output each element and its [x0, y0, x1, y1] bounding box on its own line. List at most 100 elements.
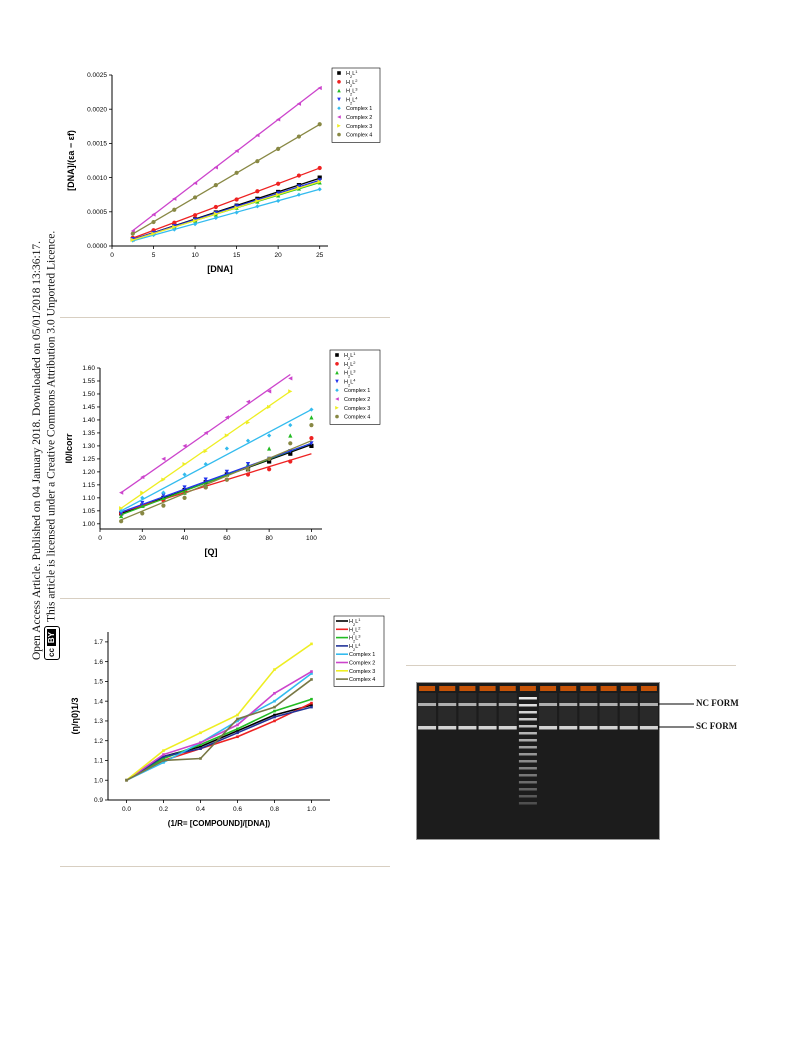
ladder-band: [518, 697, 537, 700]
data-point-h2l4: [234, 204, 239, 209]
data-point-complex-4: [276, 146, 281, 151]
lane-label-mark: [540, 686, 557, 691]
data-point-complex-3: [172, 224, 177, 229]
data-point-h2l1: [267, 459, 272, 464]
y-axis-label: [DNA]/(εa − εf): [66, 130, 76, 191]
x-tick-label: 0.4: [196, 806, 205, 813]
legend-label-complex-1: Complex 1: [346, 106, 372, 112]
fit-line-complex-1: [132, 188, 320, 242]
data-point-h2l3: [161, 495, 166, 500]
data-point-h2l3: [119, 513, 124, 519]
nc-band: [539, 703, 558, 706]
sc-form-label: SC FORM: [696, 721, 738, 731]
by-badge-text: BY: [47, 628, 56, 647]
data-point-h2l3: [310, 697, 313, 701]
sc-band: [619, 726, 638, 730]
data-point-h2l3: [267, 446, 272, 451]
data-point-h2l4: [182, 485, 187, 490]
legend-marker-complex-3: [337, 124, 341, 128]
legend-label-h2l4: H2L4: [349, 641, 361, 651]
legend-label-h2l1: H2L1: [349, 617, 361, 627]
gel-lane-1: [418, 686, 437, 730]
lane-smear: [599, 693, 618, 729]
legend-label-complex-4: Complex 4: [349, 677, 375, 683]
legend-label-h2l4: H2L4: [346, 95, 358, 105]
nc-band: [559, 703, 578, 706]
x-tick-label: 0.2: [159, 806, 168, 813]
gel-bands: [418, 686, 658, 805]
data-point-h2l3: [309, 415, 314, 420]
y-axis-label: I0/Icorr: [64, 433, 74, 464]
legend-marker-h2l3: [335, 370, 339, 375]
data-point-complex-4: [172, 207, 177, 212]
data-point-h2l2: [309, 436, 314, 441]
data-point-h2l2: [234, 197, 239, 202]
y-tick-label: 0.0020: [87, 106, 107, 113]
legend-label-h2l3: H2L3: [349, 633, 361, 643]
y-tick-label: 1.4: [94, 698, 103, 705]
fit-line-complex-3: [120, 390, 291, 509]
x-tick-label: 0: [110, 252, 114, 259]
x-tick-label: 0.6: [233, 806, 242, 813]
cc-badge-text: cc: [47, 648, 56, 657]
data-point-h2l3: [199, 743, 202, 746]
nc-band: [639, 703, 658, 706]
data-point-complex-2: [119, 490, 124, 495]
data-point-h2l1: [288, 451, 293, 456]
cc-by-badge[interactable]: ccBY: [44, 625, 60, 660]
data-point-complex-4: [140, 511, 145, 516]
legend-label-h2l4: H2L4: [344, 377, 356, 387]
legend-label-complex-2: Complex 2: [344, 397, 370, 403]
lane-smear: [619, 693, 638, 729]
lane-smear: [498, 693, 517, 729]
nc-band: [438, 703, 457, 706]
data-point-h2l3: [288, 433, 293, 438]
data-point-complex-3: [161, 477, 166, 482]
nc-band: [599, 703, 618, 706]
data-point-complex-1: [234, 210, 239, 215]
divider-1: [60, 317, 390, 318]
x-tick-label: 25: [316, 252, 324, 259]
data-point-complex-4: [309, 423, 314, 428]
gel-lane-4: [478, 686, 497, 730]
data-point-complex-2: [273, 691, 276, 695]
data-point-complex-4: [192, 195, 198, 200]
legend-label-h2l1: H2L1: [346, 69, 358, 79]
x-tick-label: 5: [152, 252, 156, 259]
data-point-complex-2: [182, 443, 187, 449]
ladder-band: [518, 718, 537, 721]
legend-marker-h2l2: [337, 80, 341, 84]
legend-marker-complex-1: [337, 106, 341, 110]
y-tick-label: 1.15: [82, 482, 95, 489]
legend-label-complex-3: Complex 3: [346, 124, 372, 130]
data-point-complex-2: [234, 148, 239, 154]
series-line-complex-1: [126, 672, 312, 781]
data-point-complex-4: [224, 477, 229, 482]
data-point-h2l2: [296, 173, 302, 178]
y-tick-label: 0.0015: [87, 141, 107, 148]
ladder-band: [518, 788, 537, 791]
legend-label-complex-1: Complex 1: [349, 652, 375, 658]
y-tick-label: 0.0005: [87, 209, 107, 216]
data-point-complex-3: [213, 211, 218, 216]
data-point-complex-2: [276, 117, 281, 122]
data-point-complex-2: [288, 376, 293, 381]
licence-line-1: Open Access Article. Published on 04 Jan…: [31, 240, 43, 660]
legend-label-complex-2: Complex 2: [349, 661, 375, 667]
data-point-complex-1: [276, 198, 281, 203]
sc-band: [478, 726, 497, 730]
data-point-complex-1: [317, 187, 322, 192]
data-point-h2l4: [276, 191, 281, 196]
sc-band: [539, 726, 558, 730]
lane-label-mark: [580, 686, 597, 691]
data-point-complex-1: [162, 761, 165, 764]
data-point-complex-3: [267, 404, 272, 410]
lane-smear: [438, 693, 457, 729]
licence-line-2-text: This article is licensed under a Creativ…: [45, 230, 58, 622]
y-tick-label: 1.10: [82, 495, 95, 502]
ladder-band: [518, 746, 537, 749]
data-point-complex-3: [224, 433, 229, 438]
series-h2l2: [119, 436, 314, 516]
lane-label-mark: [640, 686, 657, 691]
data-point-complex-3: [245, 420, 251, 425]
